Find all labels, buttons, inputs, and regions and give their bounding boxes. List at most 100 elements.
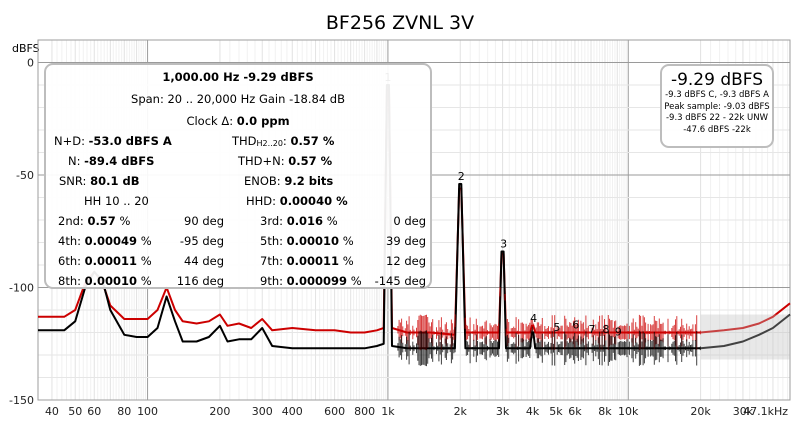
thd-sub: H2..20 (256, 139, 283, 148)
harm-value-b: 0.016 (286, 214, 324, 228)
readout-span-gain: Span: 20 .. 20,000 Hz Gain -18.84 dB (131, 92, 345, 106)
harm-value-a: 0.00010 (84, 274, 138, 288)
harm-phase-a: 90 deg (184, 214, 224, 228)
hhd-label: HHD: (246, 194, 277, 208)
harm-unit-b: % (323, 214, 338, 228)
enob-value: 9.2 bits (284, 174, 334, 188)
x-tick-50: 50 (68, 405, 82, 418)
harm-unit-b: % (347, 274, 362, 288)
harm-unit-b: % (339, 234, 354, 248)
snr-label: SNR: (59, 174, 87, 188)
readout-clock-label: Clock Δ: (186, 114, 237, 128)
harm-unit-a: % (137, 254, 152, 268)
harmonic-label-5: 5 (553, 321, 560, 334)
harm-label-b: 9th: (260, 274, 283, 288)
y-tick--50: -50 (16, 169, 34, 182)
x-tick-8k: 8k (598, 405, 612, 418)
x-tick-6k: 6k (568, 405, 582, 418)
harmonic-label-9: 9 (615, 325, 622, 338)
x-tick-800: 800 (354, 405, 375, 418)
harm-value-b: 0.00011 (286, 254, 340, 268)
out-of-span-band (700, 314, 790, 360)
nd-value: -53.0 dBFS A (88, 134, 172, 148)
harmonic-label-8: 8 (602, 323, 609, 336)
thd-value: 0.57 % (290, 134, 335, 148)
thd-label: THD (232, 134, 257, 148)
nd-label: N+D: (54, 134, 85, 148)
x-tick-100: 100 (137, 405, 158, 418)
x-tick-1k: 1k (381, 405, 395, 418)
harmonic-label-6: 6 (572, 319, 579, 332)
harm-label-a: 2nd: (58, 214, 84, 228)
harmonic-label-7: 7 (589, 323, 596, 336)
harm-unit-a: % (137, 274, 152, 288)
noise-series-1 (397, 287, 701, 351)
harm-label-a: 4th: (58, 234, 81, 248)
harmonic-label-4: 4 (530, 312, 537, 325)
harm-phase-a: -95 deg (179, 234, 224, 248)
x-tick-400: 400 (282, 405, 303, 418)
harm-unit-a: % (137, 234, 152, 248)
readout-clock-value: 0.0 ppm (236, 114, 290, 128)
harm-phase-b: 0 deg (393, 214, 426, 228)
x-tick-3k: 3k (496, 405, 510, 418)
harm-unit-b: % (339, 254, 354, 268)
noise-series-2 (397, 286, 701, 367)
x-tick-5k: 5k (549, 405, 563, 418)
x-tick-20k: 20k (690, 405, 711, 418)
thdn-value: 0.57 % (288, 154, 333, 168)
hhd-value: 0.00040 % (279, 194, 348, 208)
x-tick-2k: 2k (454, 405, 468, 418)
readout-freq-level: 1,000.00 Hz -9.29 dBFS (162, 70, 314, 84)
x-tick-60: 60 (87, 405, 101, 418)
x-tick-200: 200 (209, 405, 230, 418)
y-tick--150: -150 (9, 394, 34, 407)
harm-phase-b: 39 deg (386, 234, 426, 248)
hh-label: HH 10 .. 20 (84, 194, 149, 208)
x-tick-47.1kHz: 47.1kHz (743, 405, 788, 418)
x-tick-300: 300 (252, 405, 273, 418)
harm-value-a: 0.00011 (84, 254, 138, 268)
level-main: -9.29 dBFS (670, 70, 764, 90)
thdn-label: THD+N: (238, 154, 285, 168)
y-axis-label: dBFS (12, 42, 40, 55)
plot-frame (37, 39, 791, 401)
harm-label-a: 8th: (58, 274, 81, 288)
harm-value-b: 0.000099 (286, 274, 348, 288)
harm-phase-b: -145 deg (374, 274, 426, 288)
harm-unit-a: % (115, 214, 131, 228)
harmonic-label-2: 2 (458, 170, 465, 183)
harmonic-label-3: 3 (500, 238, 507, 251)
harm-phase-b: 12 deg (386, 254, 426, 268)
x-tick-10k: 10k (618, 405, 639, 418)
n-value: -89.4 dBFS (84, 154, 155, 168)
x-tick-600: 600 (324, 405, 345, 418)
series-line-2 (38, 84, 791, 350)
y-tick-labels: 0 -50 -100 -150 (9, 57, 34, 408)
measurement-readout-panel: 1,000.00 Hz -9.29 dBFS Span: 20 .. 20,00… (44, 63, 432, 289)
noise-band (397, 286, 701, 367)
harm-phase-a: 44 deg (184, 254, 224, 268)
x-tick-30k: 30k (733, 405, 754, 418)
harm-value-b: 0.00010 (286, 234, 340, 248)
enob-label: ENOB: (244, 174, 281, 188)
series-group (38, 84, 791, 367)
harm-phase-a: 116 deg (176, 274, 224, 288)
level-line-4: -47.6 dBFS -22k (683, 124, 751, 135)
level-meter-panel: -9.29 dBFS -9.3 dBFS C, -9.3 dBFS A Peak… (660, 64, 774, 148)
thd-colon: : (282, 134, 287, 148)
x-tick-40: 40 (45, 405, 59, 418)
snr-value: 80.1 dB (90, 174, 140, 188)
harm-value-a: 0.57 (87, 214, 116, 228)
harm-label-a: 6th: (58, 254, 81, 268)
harm-value-a: 0.00049 (84, 234, 138, 248)
harm-label-b: 5th: (260, 234, 283, 248)
x-tick-labels: 40 50 60 80 100 200 300 400 600 800 1k 2k 3k 4k 5k 6k 8k… (45, 405, 788, 418)
y-tick-0: 0 (27, 57, 34, 70)
x-tick-4k: 4k (526, 405, 540, 418)
harm-label-b: 3rd: (260, 214, 284, 228)
n-label: N: (68, 154, 81, 168)
harm-label-b: 7th: (260, 254, 283, 268)
x-tick-80: 80 (117, 405, 131, 418)
level-line-3: -9.3 dBFS 22 - 22k UNW (665, 113, 769, 123)
